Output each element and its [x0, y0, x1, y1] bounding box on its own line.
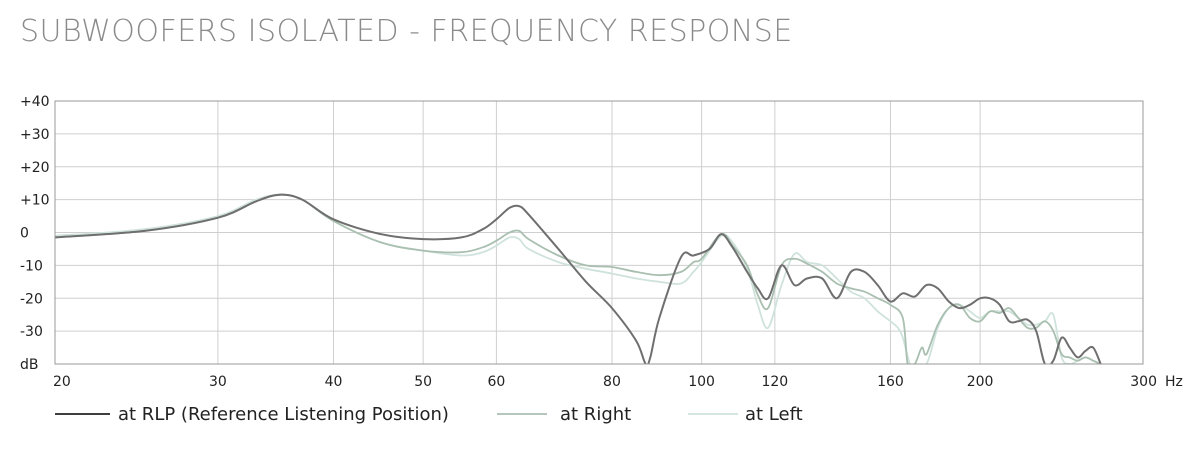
y-axis-label: dB: [20, 357, 39, 373]
y-tick-label: +40: [20, 94, 50, 110]
x-tick-label: 200: [967, 374, 994, 390]
legend-label: at Left: [745, 404, 803, 425]
legend-label: at RLP (Reference Listening Position): [118, 404, 449, 425]
y-tick-label: +20: [20, 160, 50, 176]
x-tick-label: 300: [1130, 374, 1157, 390]
y-tick-label: -20: [20, 291, 43, 307]
series-line-left: [55, 193, 1102, 364]
series-line-rlp: [55, 193, 1102, 364]
x-tick-label: 40: [325, 374, 343, 390]
y-axis: +40 +30 +20 +10 0 -10 -20 -30: [20, 94, 50, 340]
x-tick-label: 160: [877, 374, 904, 390]
series-line-right: [55, 193, 1102, 364]
grid: [54, 100, 1144, 364]
y-tick-label: -30: [20, 324, 43, 340]
x-tick-label: 60: [487, 374, 505, 390]
x-tick-label: 50: [414, 374, 432, 390]
x-tick-label: 120: [761, 374, 788, 390]
x-tick-label: 80: [603, 374, 621, 390]
legend-label: at Right: [560, 404, 631, 425]
x-tick-label: 20: [53, 374, 71, 390]
series-lines: [55, 193, 1102, 364]
x-axis: 20 30 40 50 60 80 100 120 160 200 300: [53, 374, 1157, 390]
plot-frame: [54, 100, 1144, 365]
x-tick-label: 100: [688, 374, 715, 390]
chart-title: SUBWOOFERS ISOLATED - FREQUENCY RESPONSE: [20, 14, 793, 49]
x-tick-label: 30: [209, 374, 227, 390]
y-tick-label: +30: [20, 127, 50, 143]
legend: at RLP (Reference Listening Position) at …: [55, 404, 803, 425]
y-tick-label: 0: [20, 226, 29, 242]
y-tick-label: -10: [20, 258, 43, 274]
y-tick-label: +10: [20, 193, 50, 209]
x-axis-label: Hz: [1165, 374, 1183, 390]
